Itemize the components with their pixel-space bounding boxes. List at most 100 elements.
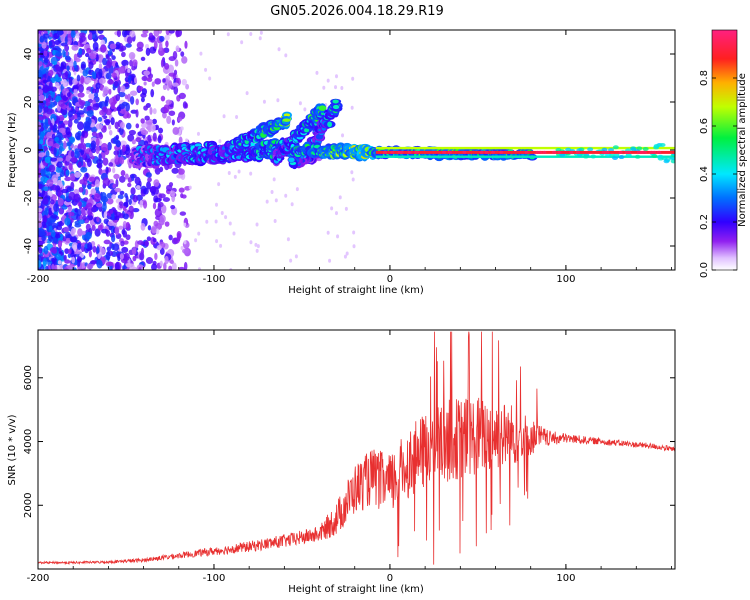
noise-speck bbox=[175, 30, 183, 37]
noise-speck bbox=[240, 40, 244, 45]
noise-speck bbox=[249, 32, 253, 37]
snr-background bbox=[38, 330, 675, 569]
noise-speck bbox=[88, 151, 93, 157]
noise-speck bbox=[132, 207, 140, 213]
noise-speck bbox=[148, 32, 153, 38]
noise-speck bbox=[96, 246, 100, 254]
noise-speck bbox=[168, 110, 176, 116]
noise-speck bbox=[58, 99, 65, 108]
trace-hotspot bbox=[618, 150, 623, 154]
noise-speck bbox=[330, 206, 334, 211]
spectrogram-xtick-label: 100 bbox=[556, 274, 575, 285]
noise-speck bbox=[183, 240, 187, 245]
figure-title: GN05.2026.004.18.29.R19 bbox=[270, 4, 444, 19]
noise-speck bbox=[46, 131, 54, 140]
noise-speck bbox=[315, 70, 319, 75]
noise-speck bbox=[100, 142, 108, 151]
noise-speck bbox=[132, 59, 138, 67]
noise-speck bbox=[56, 161, 63, 168]
noise-speck bbox=[48, 69, 54, 77]
noise-speck bbox=[51, 229, 56, 238]
noise-speck bbox=[106, 192, 113, 199]
noise-speck bbox=[334, 211, 338, 216]
snr-xtick-label: 0 bbox=[387, 573, 393, 584]
noise-speck bbox=[90, 260, 97, 265]
noise-speck bbox=[107, 57, 113, 67]
noise-speck bbox=[87, 184, 92, 190]
noise-speck bbox=[152, 132, 157, 142]
noise-speck bbox=[102, 57, 107, 66]
noise-speck bbox=[80, 75, 85, 85]
noise-speck bbox=[196, 131, 200, 136]
noise-speck bbox=[172, 73, 177, 80]
noise-speck bbox=[73, 193, 81, 203]
noise-speck bbox=[71, 109, 77, 115]
noise-speck bbox=[161, 204, 167, 214]
noise-speck bbox=[115, 154, 119, 163]
noise-speck bbox=[63, 140, 67, 150]
noise-speck bbox=[127, 134, 135, 142]
noise-speck bbox=[168, 80, 173, 89]
noise-speck bbox=[56, 30, 64, 36]
noise-speck bbox=[125, 262, 132, 268]
noise-speck bbox=[141, 88, 148, 95]
noise-speck bbox=[90, 140, 97, 149]
noise-speck bbox=[115, 139, 121, 148]
noise-speck bbox=[183, 261, 188, 270]
noise-speck bbox=[118, 66, 125, 74]
trace-widening bbox=[634, 154, 641, 159]
noise-speck bbox=[111, 72, 117, 78]
noise-speck bbox=[48, 81, 53, 91]
noise-speck bbox=[165, 40, 169, 48]
noise-speck bbox=[153, 179, 160, 187]
spectrogram-xlabel: Height of straight line (km) bbox=[288, 285, 424, 296]
colorbar-tick-label: 0.8 bbox=[699, 70, 710, 86]
noise-speck bbox=[38, 152, 45, 158]
noise-speck bbox=[235, 114, 239, 119]
noise-speck bbox=[185, 138, 189, 143]
noise-speck bbox=[41, 221, 46, 227]
noise-speck bbox=[38, 228, 45, 237]
snr-ytick-label: 2000 bbox=[23, 493, 34, 518]
noise-speck bbox=[262, 99, 266, 104]
noise-speck bbox=[64, 237, 72, 244]
noise-speck bbox=[144, 240, 149, 247]
trace-widening bbox=[601, 147, 608, 152]
trace-core bbox=[318, 105, 327, 111]
noise-speck bbox=[232, 231, 236, 236]
noise-speck bbox=[270, 189, 274, 194]
noise-speck bbox=[85, 231, 92, 240]
noise-speck bbox=[197, 231, 201, 236]
noise-speck bbox=[78, 201, 82, 207]
noise-speck bbox=[81, 130, 85, 138]
noise-speck bbox=[72, 78, 79, 85]
noise-speck bbox=[150, 123, 156, 132]
noise-speck bbox=[118, 201, 124, 206]
noise-speck bbox=[124, 94, 129, 100]
noise-speck bbox=[294, 254, 298, 259]
noise-speck bbox=[169, 190, 176, 197]
noise-speck bbox=[105, 119, 111, 126]
noise-speck bbox=[106, 246, 112, 252]
noise-speck bbox=[93, 92, 99, 98]
noise-speck bbox=[158, 127, 164, 134]
noise-speck bbox=[50, 199, 55, 205]
noise-speck bbox=[92, 103, 100, 111]
noise-speck bbox=[97, 30, 104, 34]
noise-speck bbox=[121, 59, 129, 67]
noise-speck bbox=[114, 226, 120, 236]
noise-speck bbox=[72, 84, 79, 90]
noise-speck bbox=[140, 97, 145, 103]
noise-speck bbox=[120, 170, 126, 177]
noise-speck bbox=[80, 48, 86, 55]
noise-speck bbox=[82, 142, 87, 152]
noise-speck bbox=[105, 72, 112, 80]
snr-xtick-label: -200 bbox=[27, 573, 50, 584]
noise-speck bbox=[184, 40, 188, 49]
trace-core bbox=[288, 157, 295, 163]
trace-widening bbox=[659, 142, 666, 147]
noise-speck bbox=[95, 132, 104, 140]
noise-speck bbox=[164, 34, 170, 41]
noise-speck bbox=[136, 47, 144, 52]
noise-speck bbox=[78, 219, 85, 225]
